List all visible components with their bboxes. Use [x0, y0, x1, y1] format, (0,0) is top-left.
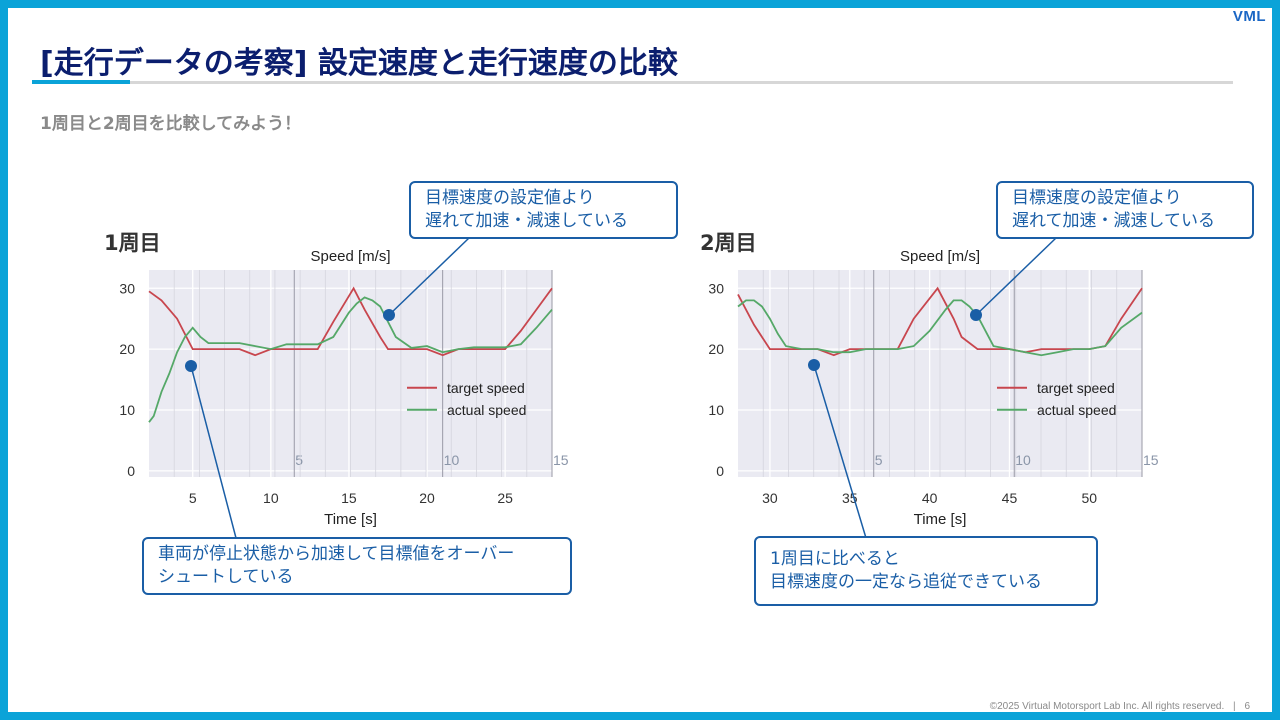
lap1-top-marker: [383, 309, 395, 321]
x-tick-label: 5: [189, 490, 197, 506]
lap-marker-label: 5: [875, 452, 883, 468]
lap-marker-label: 10: [1015, 452, 1031, 468]
legend-label: target speed: [447, 380, 525, 396]
lap1-label: 1周目: [104, 231, 161, 255]
y-tick-label: 20: [119, 341, 135, 357]
lap-marker-label: 15: [1143, 452, 1159, 468]
lap2-label: 2周目: [700, 231, 757, 255]
slide-footer: ©2025 Virtual Motorsport Lab Inc. All ri…: [990, 701, 1250, 712]
lap2-bottom-connector: [813, 364, 867, 539]
x-tick-label: 35: [842, 490, 858, 506]
y-tick-label: 30: [119, 280, 135, 296]
lap1-delay-callout: 目標速度の設定値より 遅れて加速・減速している: [409, 181, 678, 239]
lap1-bottom-marker: [185, 360, 197, 372]
slide-subtitle: 1周目と2周目を比較してみよう！: [40, 114, 302, 134]
y-tick-label: 0: [716, 463, 724, 479]
slide-title: [走行データの考察] 設定速度と走行速度の比較: [40, 46, 678, 81]
x-tick-label: 45: [1002, 490, 1018, 506]
lap-marker-label: 5: [295, 452, 303, 468]
chart-title: Speed [m/s]: [900, 248, 980, 265]
lap2-bottom-marker: [808, 359, 820, 371]
chart-title: Speed [m/s]: [310, 248, 390, 265]
lap2-speed-chart: 5 10 15 0 10 20 30 30 35 40 45 50 Speed [m/s] Time [s…: [708, 248, 1159, 528]
x-tick-label: 20: [419, 490, 435, 506]
lap-marker-label: 15: [553, 452, 569, 468]
lap1-top-connector: [388, 237, 470, 316]
lap2-tracking-callout: 1周目に比べると 目標速度の一定なら追従できている: [754, 536, 1098, 606]
vml-logo: VML: [1232, 8, 1266, 25]
lap2-delay-callout: 目標速度の設定値より 遅れて加速・減速している: [996, 181, 1254, 239]
page-number: 6: [1244, 701, 1250, 712]
footer-separator: |: [1233, 701, 1236, 712]
x-tick-label: 40: [922, 490, 938, 506]
x-tick-label: 10: [263, 490, 279, 506]
x-tick-label: 25: [497, 490, 513, 506]
title-underline-accent: [32, 80, 130, 84]
legend-label: actual speed: [1037, 402, 1116, 418]
x-tick-label: 15: [341, 490, 357, 506]
x-axis-label: Time [s]: [324, 511, 377, 528]
legend-label: actual speed: [447, 402, 526, 418]
y-tick-label: 10: [119, 402, 135, 418]
title-underline: [32, 81, 1233, 84]
series-line-actual: [737, 299, 1143, 357]
lap2-top-marker: [970, 309, 982, 321]
y-tick-label: 30: [708, 280, 724, 296]
x-axis-label: Time [s]: [914, 511, 967, 528]
lap1-bottom-connector: [190, 365, 237, 539]
x-tick-label: 30: [762, 490, 778, 506]
x-tick-label: 50: [1082, 490, 1098, 506]
y-tick-label: 10: [708, 402, 724, 418]
lap1-overshoot-callout: 車両が停止状態から加速して目標値をオーバー シュートしている: [142, 537, 572, 595]
y-tick-label: 0: [127, 463, 135, 479]
series-line-target: [148, 286, 553, 357]
y-tick-label: 20: [708, 341, 724, 357]
series-line-actual: [148, 296, 553, 423]
legend-label: target speed: [1037, 380, 1115, 396]
lap2-top-connector: [975, 237, 1057, 316]
footer-copyright: ©2025 Virtual Motorsport Lab Inc. All ri…: [989, 701, 1225, 712]
